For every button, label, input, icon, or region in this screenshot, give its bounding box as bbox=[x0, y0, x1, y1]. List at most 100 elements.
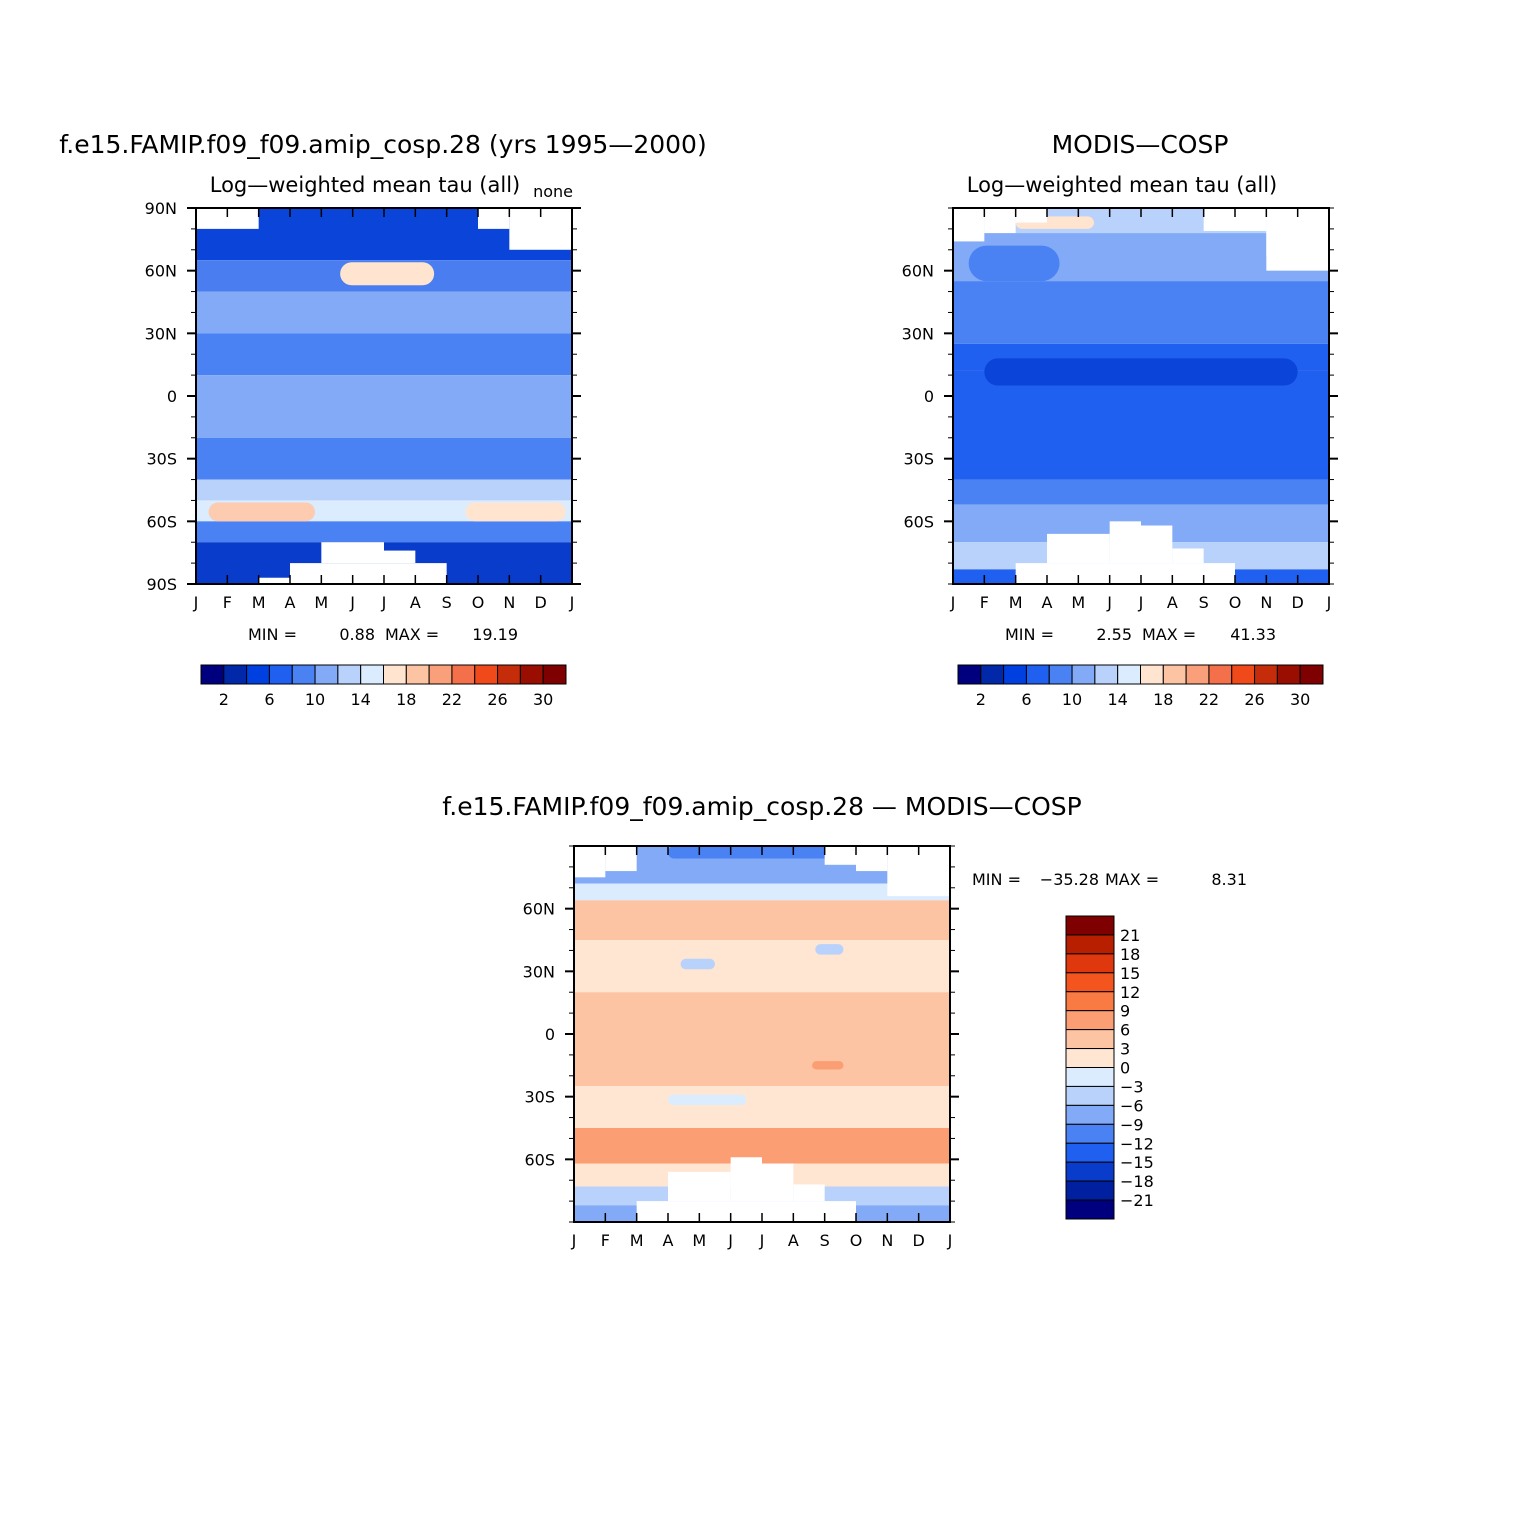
corner-label: none bbox=[533, 182, 573, 201]
colorbar-label: 15 bbox=[1120, 964, 1140, 983]
contour-band bbox=[953, 281, 1329, 344]
x-tick-label: O bbox=[472, 593, 485, 612]
contour-patch bbox=[968, 245, 1060, 282]
x-tick-label: M bbox=[692, 1231, 706, 1250]
colorbar-swatch bbox=[957, 664, 982, 685]
missing-data bbox=[478, 208, 510, 229]
colorbar-swatch bbox=[542, 664, 567, 685]
x-tick-label: D bbox=[1292, 593, 1304, 612]
y-tick-label: 0 bbox=[545, 1025, 555, 1044]
colorbar-label: 30 bbox=[533, 690, 553, 709]
colorbar-swatch bbox=[1065, 991, 1115, 1012]
y-tick-label: 0 bbox=[167, 387, 177, 406]
x-tick-label: J bbox=[759, 1231, 765, 1250]
colorbar-swatch bbox=[337, 664, 362, 685]
colorbar-swatch bbox=[1162, 664, 1187, 685]
max-label: MAX = bbox=[385, 625, 439, 644]
x-tick-label: J bbox=[349, 593, 355, 612]
colorbar-label: 2 bbox=[219, 690, 229, 709]
colorbar-swatch bbox=[1231, 664, 1256, 685]
colorbar-swatch bbox=[1065, 934, 1115, 955]
contour-band bbox=[574, 900, 950, 940]
max-label: MAX = bbox=[1105, 870, 1159, 889]
colorbar-label: 18 bbox=[1153, 690, 1173, 709]
min-max-stats: MIN = 2.55 MAX = 41.33 bbox=[1005, 625, 1276, 644]
x-tick-label: N bbox=[503, 593, 515, 612]
colorbar-label: 10 bbox=[305, 690, 325, 709]
y-tick-label: 30N bbox=[145, 324, 177, 343]
max-value: 19.19 bbox=[472, 625, 518, 644]
contour-band bbox=[196, 437, 572, 480]
contour-band bbox=[196, 521, 572, 543]
y-tick-label: 60S bbox=[524, 1150, 555, 1169]
contour-band bbox=[574, 940, 950, 993]
missing-data bbox=[384, 550, 416, 564]
max-label: MAX = bbox=[1142, 625, 1196, 644]
colorbar-swatch bbox=[1276, 664, 1301, 685]
x-tick-label: S bbox=[442, 593, 452, 612]
missing-data bbox=[793, 1184, 825, 1202]
colorbar-swatch bbox=[1065, 1010, 1115, 1031]
x-tick-label: J bbox=[947, 1231, 953, 1250]
colorbar-swatch bbox=[1094, 664, 1119, 685]
y-tick-label: 60N bbox=[902, 262, 934, 281]
colorbar-label: 18 bbox=[396, 690, 416, 709]
missing-data bbox=[1015, 208, 1047, 223]
x-tick-label: A bbox=[788, 1231, 799, 1250]
missing-data bbox=[668, 1171, 731, 1202]
missing-data bbox=[636, 1201, 856, 1222]
x-tick-label: D bbox=[535, 593, 547, 612]
contour-patch bbox=[668, 1094, 747, 1106]
colorbar-label: 18 bbox=[1120, 945, 1140, 964]
min-label: MIN = bbox=[972, 870, 1021, 889]
y-tick-label: 90N bbox=[145, 199, 177, 218]
colorbar-label: 2 bbox=[976, 690, 986, 709]
min-value: 0.88 bbox=[339, 625, 375, 644]
contour-band bbox=[574, 1086, 950, 1128]
contour-band bbox=[196, 291, 572, 334]
panel-title: MODIS—COSP bbox=[1052, 130, 1229, 159]
colorbar-swatch bbox=[1025, 664, 1050, 685]
missing-data bbox=[290, 563, 447, 584]
x-tick-label: S bbox=[1199, 593, 1209, 612]
y-tick-label: 60N bbox=[523, 900, 555, 919]
min-value: −35.28 bbox=[1040, 870, 1099, 889]
panel-subtitle: Log—weighted mean tau (all) bbox=[967, 173, 1277, 197]
y-tick-label: 30S bbox=[146, 450, 177, 469]
colorbar-label: −15 bbox=[1120, 1153, 1154, 1172]
colorbar-swatch bbox=[1117, 664, 1141, 685]
colorbar-swatch bbox=[1065, 1104, 1115, 1125]
contour-band bbox=[196, 375, 572, 438]
x-tick-label: D bbox=[913, 1231, 925, 1250]
missing-data bbox=[605, 846, 637, 872]
missing-data bbox=[321, 542, 384, 564]
y-tick-label: 60S bbox=[903, 512, 934, 531]
colorbar-swatch bbox=[268, 664, 293, 685]
missing-data bbox=[984, 208, 1016, 234]
colorbar-label: 0 bbox=[1120, 1059, 1130, 1078]
y-tick-label: 30N bbox=[523, 962, 555, 981]
colorbar-swatch bbox=[1065, 1142, 1115, 1163]
contour-patch bbox=[680, 958, 715, 970]
contour-band bbox=[196, 333, 572, 376]
colorbar-swatch bbox=[1254, 664, 1278, 685]
x-tick-label: A bbox=[663, 1231, 674, 1250]
panel-observation: MODIS—COSP Log—weighted mean tau (all) J… bbox=[902, 130, 1338, 709]
missing-data bbox=[762, 1163, 794, 1202]
x-tick-label: F bbox=[980, 593, 989, 612]
missing-data bbox=[824, 846, 856, 865]
colorbar-swatch bbox=[246, 664, 270, 685]
colorbar-swatch bbox=[1065, 915, 1115, 936]
x-tick-label: J bbox=[950, 593, 956, 612]
colorbar-label: 6 bbox=[264, 690, 274, 709]
x-tick-label: J bbox=[571, 1231, 577, 1250]
colorbar-swatch bbox=[314, 664, 339, 685]
colorbar-label: 22 bbox=[442, 690, 462, 709]
contour-band bbox=[574, 883, 950, 901]
y-tick-label: 90S bbox=[146, 575, 177, 594]
colorbar-label: −18 bbox=[1120, 1172, 1154, 1191]
